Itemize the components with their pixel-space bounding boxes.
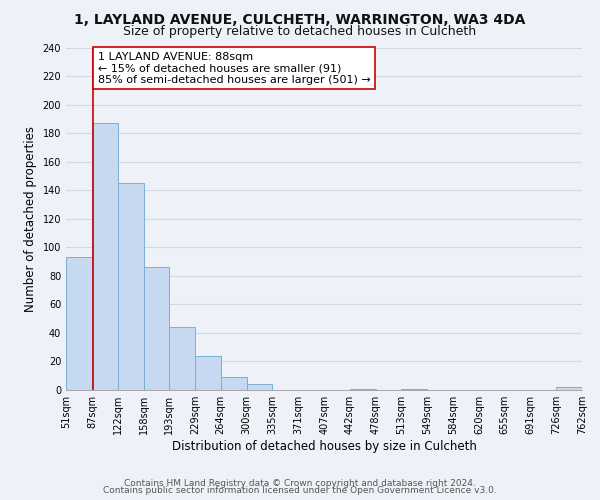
Text: Size of property relative to detached houses in Culcheth: Size of property relative to detached ho… bbox=[124, 25, 476, 38]
Bar bbox=[195, 356, 221, 390]
Bar bbox=[92, 123, 118, 390]
Bar bbox=[401, 388, 427, 390]
Bar bbox=[118, 183, 143, 390]
Y-axis label: Number of detached properties: Number of detached properties bbox=[24, 126, 37, 312]
Bar bbox=[143, 268, 169, 390]
X-axis label: Distribution of detached houses by size in Culcheth: Distribution of detached houses by size … bbox=[172, 440, 476, 453]
Bar bbox=[221, 377, 247, 390]
Bar bbox=[350, 388, 376, 390]
Bar bbox=[556, 387, 582, 390]
Text: 1, LAYLAND AVENUE, CULCHETH, WARRINGTON, WA3 4DA: 1, LAYLAND AVENUE, CULCHETH, WARRINGTON,… bbox=[74, 12, 526, 26]
Bar bbox=[169, 327, 195, 390]
Text: Contains HM Land Registry data © Crown copyright and database right 2024.: Contains HM Land Registry data © Crown c… bbox=[124, 478, 476, 488]
Text: 1 LAYLAND AVENUE: 88sqm
← 15% of detached houses are smaller (91)
85% of semi-de: 1 LAYLAND AVENUE: 88sqm ← 15% of detache… bbox=[98, 52, 371, 85]
Text: Contains public sector information licensed under the Open Government Licence v3: Contains public sector information licen… bbox=[103, 486, 497, 495]
Bar bbox=[66, 258, 92, 390]
Bar bbox=[247, 384, 272, 390]
